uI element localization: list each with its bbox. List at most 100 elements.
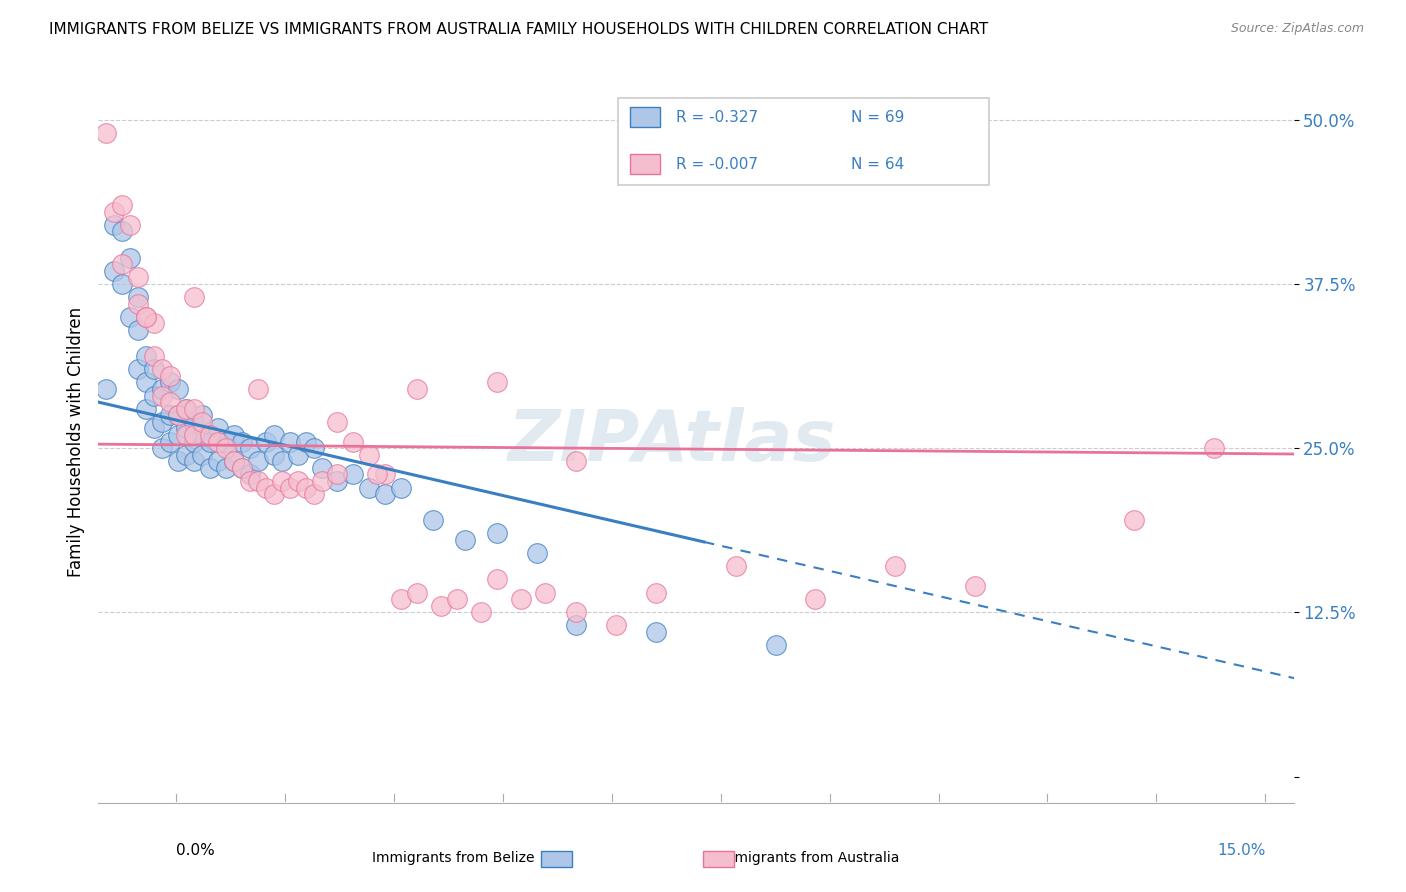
Point bbox=[191, 448, 214, 462]
Point bbox=[111, 277, 134, 291]
Point bbox=[294, 434, 316, 449]
Point bbox=[804, 592, 827, 607]
Point bbox=[963, 579, 986, 593]
Point bbox=[222, 454, 245, 468]
Text: IMMIGRANTS FROM BELIZE VS IMMIGRANTS FROM AUSTRALIA FAMILY HOUSEHOLDS WITH CHILD: IMMIGRANTS FROM BELIZE VS IMMIGRANTS FRO… bbox=[49, 22, 988, 37]
Point bbox=[446, 592, 468, 607]
Point bbox=[326, 467, 349, 482]
Text: R = -0.007: R = -0.007 bbox=[676, 157, 758, 172]
Point bbox=[246, 382, 269, 396]
Point bbox=[135, 310, 157, 324]
Point bbox=[645, 585, 668, 599]
Point bbox=[263, 428, 285, 442]
Point bbox=[207, 434, 229, 449]
Point bbox=[605, 618, 627, 632]
Point bbox=[724, 559, 747, 574]
Point bbox=[183, 428, 205, 442]
Point bbox=[135, 349, 157, 363]
Point bbox=[183, 401, 205, 416]
Point bbox=[127, 362, 149, 376]
Point bbox=[150, 382, 173, 396]
Point bbox=[302, 487, 325, 501]
Point bbox=[389, 481, 412, 495]
Point bbox=[174, 428, 197, 442]
Point bbox=[183, 415, 205, 429]
Point bbox=[263, 448, 285, 462]
Point bbox=[326, 474, 349, 488]
Point bbox=[150, 441, 173, 455]
Point bbox=[533, 585, 555, 599]
Point bbox=[1202, 441, 1225, 455]
Point bbox=[239, 474, 262, 488]
Text: 0.0%: 0.0% bbox=[176, 843, 215, 858]
Point bbox=[342, 467, 364, 482]
Point bbox=[150, 415, 173, 429]
Point bbox=[278, 481, 301, 495]
Point bbox=[127, 323, 149, 337]
Point bbox=[127, 270, 149, 285]
Point bbox=[174, 401, 197, 416]
Point bbox=[359, 448, 381, 462]
Point bbox=[485, 573, 508, 587]
Point bbox=[150, 388, 173, 402]
Point bbox=[191, 415, 214, 429]
Point bbox=[143, 388, 166, 402]
Point bbox=[645, 625, 668, 640]
Point bbox=[311, 474, 333, 488]
Point bbox=[485, 376, 508, 390]
Text: R = -0.327: R = -0.327 bbox=[676, 111, 758, 126]
Point bbox=[485, 526, 508, 541]
Point bbox=[167, 409, 190, 423]
Point bbox=[765, 638, 787, 652]
Point bbox=[526, 546, 548, 560]
Point bbox=[143, 362, 166, 376]
Point bbox=[120, 310, 142, 324]
Point bbox=[342, 434, 364, 449]
Point bbox=[159, 395, 181, 409]
Point bbox=[270, 454, 292, 468]
Point bbox=[207, 421, 229, 435]
Y-axis label: Family Households with Children: Family Households with Children bbox=[66, 307, 84, 576]
Point bbox=[239, 467, 262, 482]
Text: N = 69: N = 69 bbox=[852, 111, 904, 126]
Point bbox=[222, 454, 245, 468]
Point bbox=[111, 198, 134, 212]
Point bbox=[311, 460, 333, 475]
Point bbox=[509, 592, 531, 607]
Point bbox=[231, 434, 253, 449]
Point bbox=[167, 382, 190, 396]
Point bbox=[167, 428, 190, 442]
Point bbox=[326, 415, 349, 429]
Point bbox=[215, 434, 238, 449]
Point bbox=[96, 126, 118, 140]
Point bbox=[143, 421, 166, 435]
Point bbox=[103, 204, 125, 219]
Text: N = 64: N = 64 bbox=[852, 157, 904, 172]
Point bbox=[191, 409, 214, 423]
Point bbox=[198, 434, 221, 449]
Point bbox=[422, 513, 444, 527]
Bar bbox=[630, 154, 661, 174]
Point bbox=[120, 218, 142, 232]
Text: ZIPAtlas: ZIPAtlas bbox=[508, 407, 837, 476]
Point bbox=[231, 460, 253, 475]
Point bbox=[207, 454, 229, 468]
Point bbox=[374, 467, 396, 482]
Point bbox=[191, 428, 214, 442]
Point bbox=[150, 362, 173, 376]
FancyBboxPatch shape bbox=[619, 98, 988, 185]
Point bbox=[222, 428, 245, 442]
Point bbox=[389, 592, 412, 607]
Point bbox=[470, 605, 492, 619]
Point bbox=[198, 428, 221, 442]
Point bbox=[183, 290, 205, 304]
Point bbox=[143, 349, 166, 363]
Point bbox=[231, 460, 253, 475]
Point bbox=[263, 487, 285, 501]
Point bbox=[565, 605, 588, 619]
Point bbox=[111, 257, 134, 271]
Point bbox=[287, 474, 309, 488]
Point bbox=[167, 454, 190, 468]
Point bbox=[239, 441, 262, 455]
Point bbox=[127, 290, 149, 304]
